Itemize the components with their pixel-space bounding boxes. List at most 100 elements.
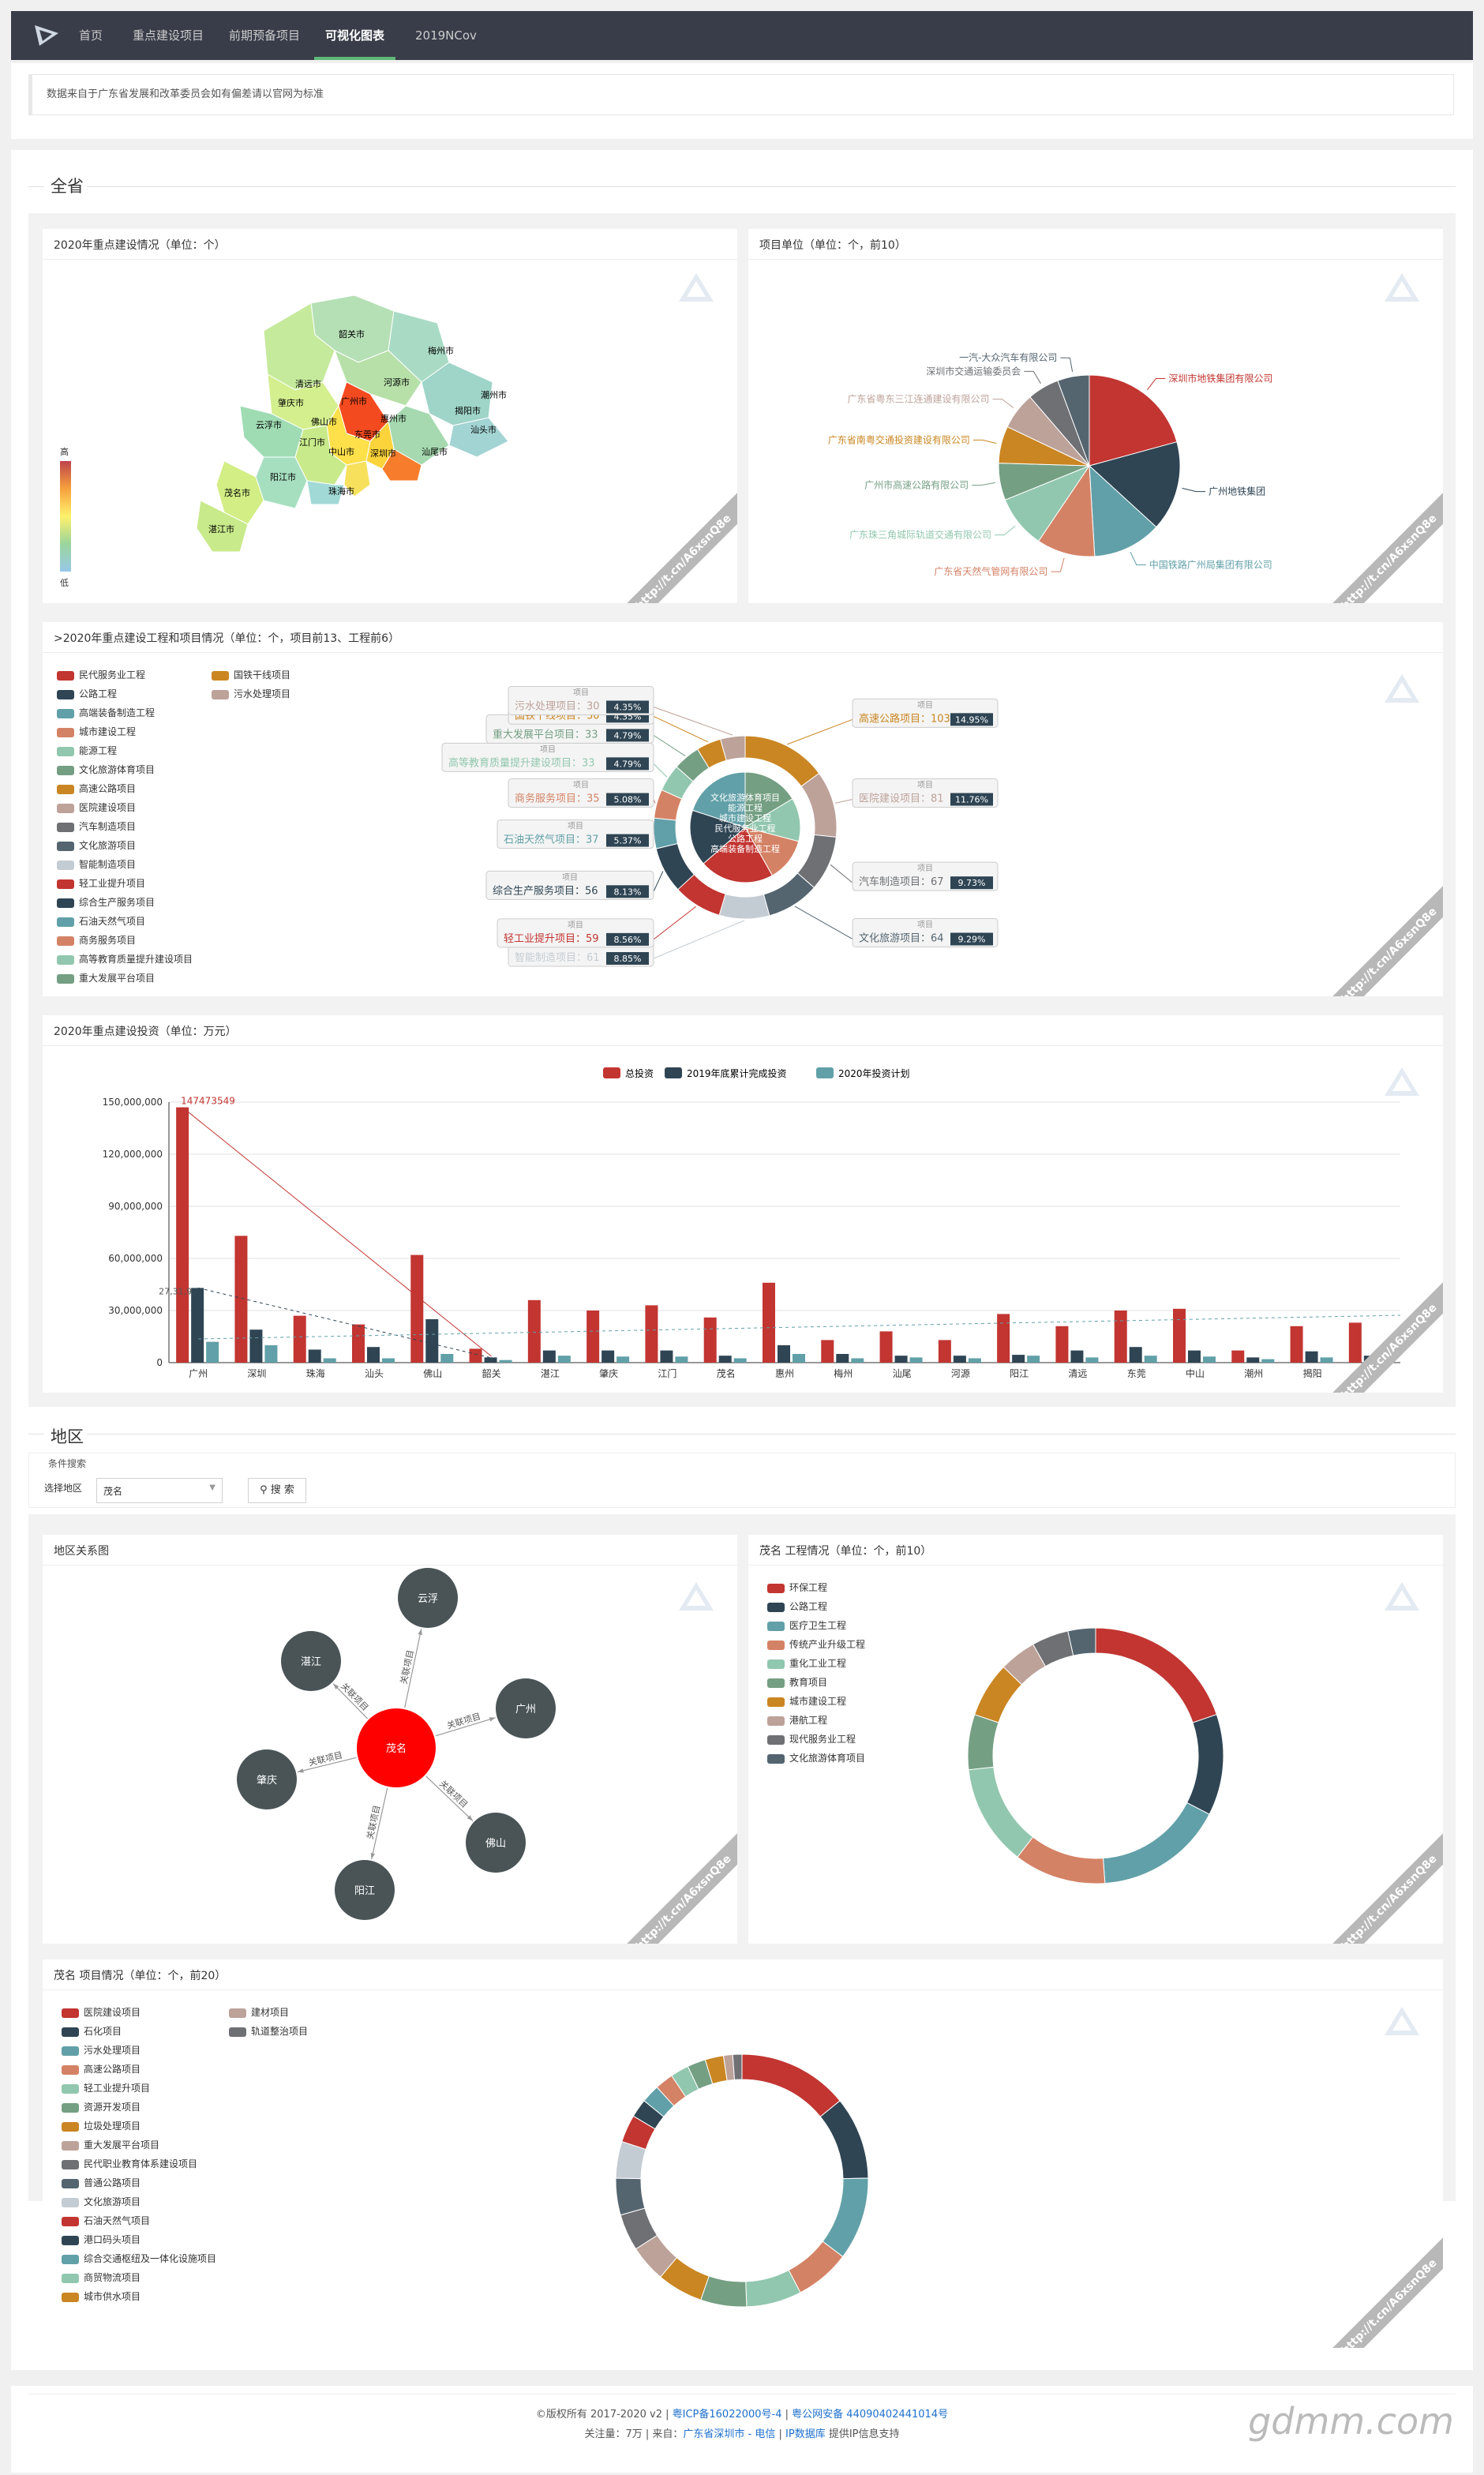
combo-legend-item[interactable]: 医院建设项目 <box>57 801 136 814</box>
maoming-items-legend-item[interactable]: 垃圾处理项目 <box>62 2119 141 2132</box>
bar[interactable] <box>234 1236 248 1363</box>
bar[interactable] <box>1320 1357 1333 1363</box>
bar[interactable] <box>1055 1326 1069 1363</box>
combo-outer-slice[interactable] <box>653 817 679 849</box>
bar[interactable] <box>323 1358 336 1363</box>
unit-pie-slice[interactable] <box>1057 374 1090 467</box>
bar[interactable] <box>1027 1356 1040 1363</box>
maoming-project-legend-item[interactable]: 传统产业升级工程 <box>767 1637 865 1651</box>
bar[interactable] <box>410 1254 424 1363</box>
footer-icp-link[interactable]: 粤ICP备16022000号-4 <box>672 2409 782 2421</box>
maoming-items-slice[interactable] <box>615 2177 646 2216</box>
combo-outer-slice[interactable] <box>720 735 746 761</box>
watermark-ribbon[interactable]: http://t.cn/A6xsnQ8e <box>1325 485 1443 603</box>
combo-inner-slice[interactable] <box>703 827 774 883</box>
bar[interactable] <box>953 1356 966 1363</box>
maoming-project-slice[interactable] <box>1102 1802 1210 1884</box>
relation-node[interactable] <box>281 1631 341 1691</box>
maoming-project-legend-item[interactable]: 现代服务业工程 <box>767 1732 856 1746</box>
maoming-project-slice[interactable] <box>1095 1627 1217 1723</box>
watermark-ribbon[interactable]: http://t.cn/A6xsnQ8e <box>1325 1825 1443 1944</box>
bar[interactable] <box>894 1356 908 1363</box>
bar[interactable] <box>660 1350 673 1363</box>
maoming-items-slice[interactable] <box>732 2053 743 2080</box>
bar[interactable] <box>308 1349 321 1363</box>
bar[interactable] <box>425 1319 439 1363</box>
maoming-items-legend-item[interactable]: 民代职业教育体系建设项目 <box>62 2157 197 2170</box>
combo-legend-item[interactable]: 能源工程 <box>57 744 117 757</box>
bar[interactable] <box>1188 1350 1201 1363</box>
bar[interactable] <box>851 1358 864 1363</box>
bar[interactable] <box>1012 1355 1025 1363</box>
combo-legend-item[interactable]: 综合生产服务项目 <box>57 895 155 909</box>
bar[interactable] <box>191 1288 204 1363</box>
bar-legend-swatch[interactable] <box>816 1067 834 1078</box>
nav-home[interactable]: 首页 <box>79 28 103 43</box>
combo-inner-slice[interactable] <box>744 827 800 876</box>
watermark-ribbon[interactable]: http://t.cn/A6xsnQ8e <box>1325 878 1443 996</box>
combo-legend-item[interactable]: 文化旅游体育项目 <box>57 763 155 776</box>
bar[interactable] <box>1144 1356 1157 1363</box>
map-color-scale[interactable] <box>60 461 71 572</box>
search-button[interactable]: ⚲ 搜 索 <box>248 1478 306 1503</box>
watermark-ribbon[interactable]: http://t.cn/A6xsnQ8e <box>1325 1274 1443 1393</box>
maoming-items-legend-item[interactable]: 综合交通枢纽及一体化设施项目 <box>62 2252 216 2265</box>
nav-visualization[interactable]: 可视化图表 <box>314 11 396 60</box>
bar[interactable] <box>440 1354 454 1363</box>
maoming-project-legend-item[interactable]: 文化旅游体育项目 <box>767 1751 865 1764</box>
maoming-items-legend-item[interactable]: 港口码头项目 <box>62 2233 141 2246</box>
bar-legend-label[interactable]: 2020年投资计划 <box>838 1067 910 1079</box>
bar[interactable] <box>352 1324 365 1363</box>
maoming-project-legend-item[interactable]: 公路工程 <box>767 1599 827 1613</box>
combo-inner-slice[interactable] <box>689 809 746 864</box>
combo-legend-item[interactable]: 汽车制造项目 <box>57 819 136 833</box>
bar-legend-label[interactable]: 总投资 <box>625 1067 654 1079</box>
maoming-items-legend-item[interactable]: 高速公路项目 <box>62 2062 141 2076</box>
bar-legend-label[interactable]: 2019年底累计完成投资 <box>687 1067 787 1079</box>
combo-legend-item[interactable]: 高速公路项目 <box>57 782 136 795</box>
bar[interactable] <box>1305 1351 1318 1363</box>
combo-outer-slice[interactable] <box>718 893 770 920</box>
maoming-items-legend-item[interactable]: 污水处理项目 <box>62 2043 141 2057</box>
relation-node[interactable] <box>398 1568 458 1628</box>
maoming-items-legend-item[interactable]: 医院建设项目 <box>62 2005 141 2019</box>
combo-legend-item[interactable]: 重大发展平台项目 <box>57 971 155 984</box>
combo-legend-item[interactable]: 高等教育质量提升建设项目 <box>57 952 193 966</box>
combo-legend-item[interactable]: 民代服务业工程 <box>57 668 145 681</box>
maoming-project-legend-item[interactable]: 教育项目 <box>767 1675 827 1689</box>
combo-outer-slice[interactable] <box>800 772 838 838</box>
maoming-items-legend-item[interactable]: 资源开发项目 <box>62 2100 141 2113</box>
bar[interactable] <box>718 1356 732 1363</box>
maoming-items-slice[interactable] <box>819 2100 869 2180</box>
maoming-items-legend-item[interactable]: 城市供水项目 <box>62 2289 141 2303</box>
watermark-ribbon[interactable]: http://t.cn/A6xsnQ8e <box>619 1825 737 1944</box>
maoming-project-legend-item[interactable]: 重化工业工程 <box>767 1656 846 1670</box>
bar[interactable] <box>733 1358 747 1363</box>
nav-2019ncov[interactable]: 2019NCov <box>415 28 477 43</box>
maoming-project-donut[interactable] <box>954 1614 1238 1898</box>
bar[interactable] <box>557 1356 571 1363</box>
bar[interactable] <box>821 1340 834 1363</box>
footer-ipdb-link[interactable]: IP数据库 <box>785 2428 826 2440</box>
bar[interactable] <box>542 1350 556 1363</box>
unit-pie-slice[interactable] <box>1089 374 1178 467</box>
combo-legend-item[interactable]: 智能制造项目 <box>57 857 136 871</box>
relation-node[interactable] <box>466 1813 526 1873</box>
maoming-items-slice[interactable] <box>822 2177 869 2258</box>
bar[interactable] <box>763 1282 775 1363</box>
unit-pie-slice[interactable] <box>1088 441 1181 528</box>
combo-legend-item[interactable]: 商务服务项目 <box>57 933 136 947</box>
bar[interactable] <box>469 1348 482 1363</box>
bar[interactable] <box>1085 1357 1099 1363</box>
bar[interactable] <box>778 1345 790 1363</box>
bar[interactable] <box>968 1358 981 1363</box>
bar[interactable] <box>675 1356 688 1363</box>
bar[interactable] <box>1261 1359 1275 1363</box>
maoming-items-legend-item[interactable]: 重大发展平台项目 <box>62 2138 159 2151</box>
combo-legend-item[interactable]: 轻工业提升项目 <box>57 876 145 890</box>
watermark-ribbon[interactable]: http://t.cn/A6xsnQ8e <box>619 485 737 603</box>
maoming-items-legend-item[interactable]: 建材项目 <box>229 2005 289 2019</box>
bar[interactable] <box>1246 1357 1260 1363</box>
nav-key-projects[interactable]: 重点建设项目 <box>133 28 204 43</box>
